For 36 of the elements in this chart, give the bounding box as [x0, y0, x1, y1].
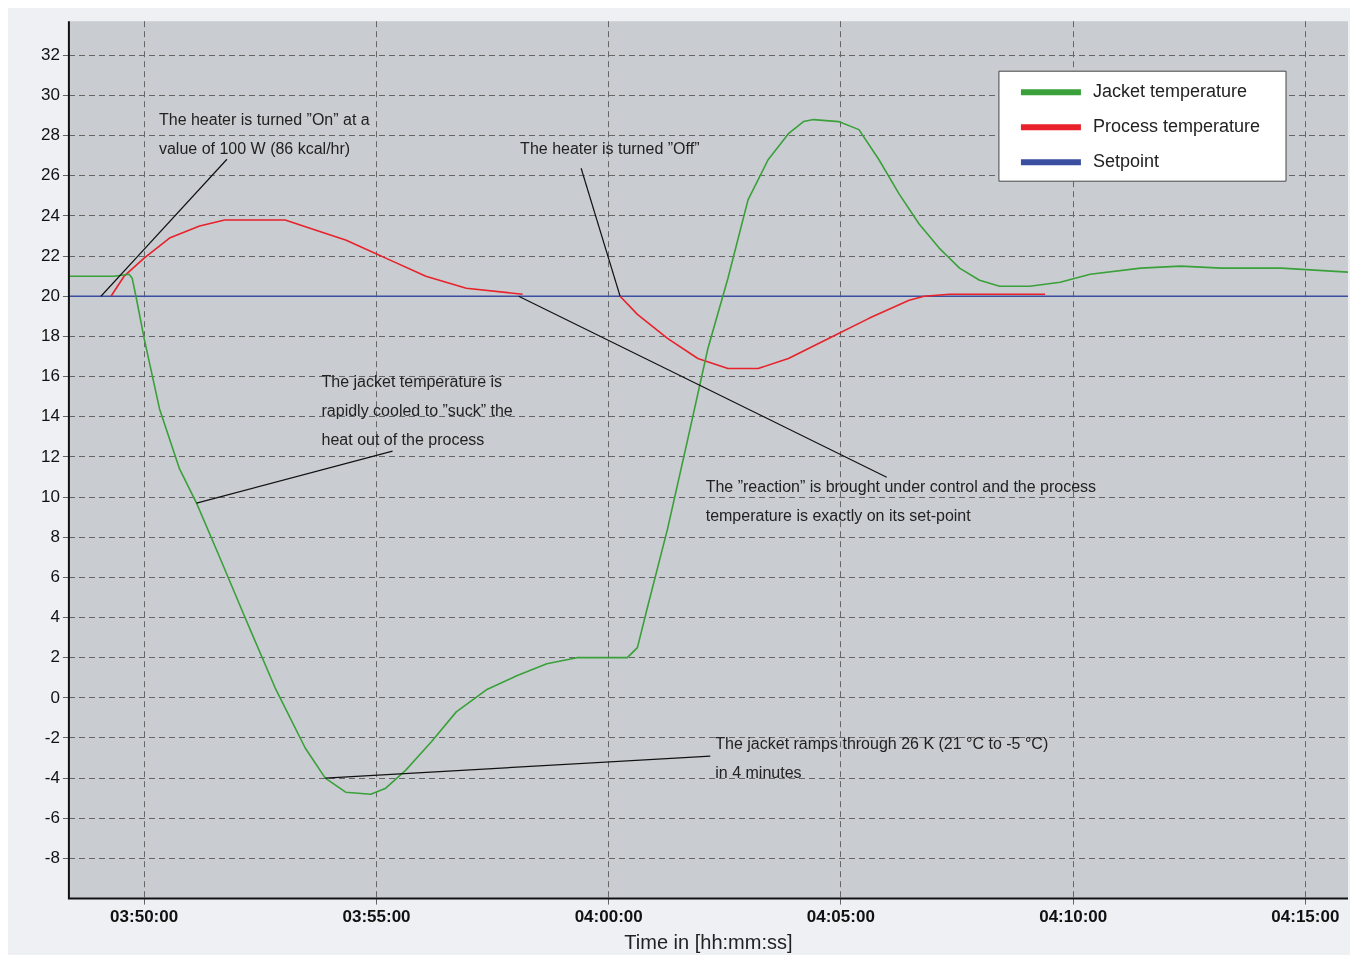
y-tick-label: -8 — [44, 848, 60, 868]
x-tick-label: 04:00:00 — [574, 907, 643, 927]
y-tick-label: 26 — [40, 165, 60, 185]
y-tick-label: 8 — [50, 526, 60, 546]
annotation: The jacket ramps through 26 K (21 °C to -5 °C) in 4 minutes — [715, 734, 1049, 781]
y-tick-label: 2 — [50, 647, 60, 667]
annotation: The heater is turned ”Off” — [520, 139, 700, 157]
x-tick-label: 04:05:00 — [806, 907, 875, 927]
y-tick-label: 16 — [40, 366, 60, 386]
legend-label: Setpoint — [1092, 151, 1159, 172]
y-tick-label: -6 — [44, 807, 60, 827]
y-tick-label: 4 — [50, 607, 60, 627]
y-tick-label: 30 — [40, 85, 60, 105]
annotation: The ”reaction” is brought under control and the process temperature is exactly on its set-point — [705, 477, 1097, 524]
annotation: The jacket temperature is rapidly cooled to ”suck” the heat out of the process — [321, 373, 513, 449]
y-tick-label: 12 — [40, 446, 60, 466]
y-tick-label: 18 — [40, 326, 60, 346]
y-tick-label: 20 — [40, 285, 60, 305]
x-tick-label: 04:15:00 — [1271, 907, 1340, 927]
y-tick-label: 24 — [40, 205, 60, 225]
annotation: The heater is turned ”On” at a value of 100 W (86 kcal/hr) — [158, 110, 370, 157]
y-tick-label: 14 — [40, 406, 60, 426]
x-tick-label: 04:10:00 — [1039, 907, 1108, 927]
x-tick-label: 03:55:00 — [342, 907, 411, 927]
y-tick-label: 32 — [40, 45, 60, 65]
y-tick-label: -2 — [44, 727, 60, 747]
x-tick-label: 03:50:00 — [110, 907, 179, 927]
y-tick-label: 10 — [40, 486, 60, 506]
y-tick-label: -4 — [44, 767, 60, 787]
legend-label: Jacket temperature — [1092, 81, 1248, 102]
y-tick-label: 22 — [40, 245, 60, 265]
y-tick-label: 28 — [40, 125, 60, 145]
y-tick-label: 6 — [50, 567, 60, 587]
y-tick-label: 0 — [50, 687, 60, 707]
legend-label: Process temperature — [1092, 116, 1261, 137]
x-axis-title: Time in [hh:mm:ss] — [624, 930, 793, 953]
